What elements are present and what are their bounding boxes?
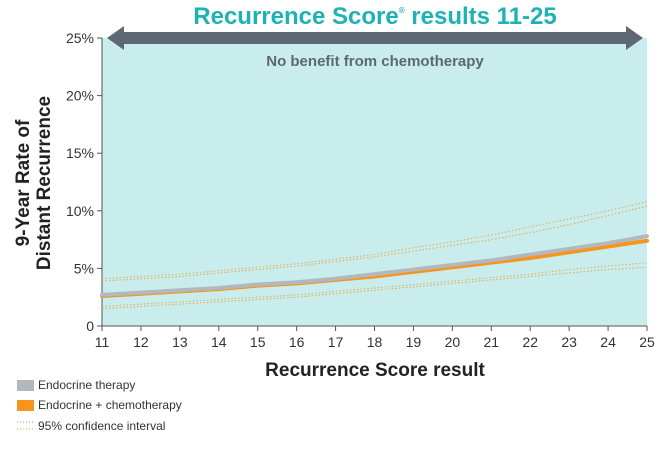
series-line-ci xyxy=(101,201,648,280)
x-tick-label: 17 xyxy=(328,334,344,350)
x-tick-label: 22 xyxy=(522,334,538,350)
x-tick-label: 24 xyxy=(600,334,616,350)
chart-title: Recurrence Score® results 11-25 xyxy=(193,3,556,30)
chart-title-registered-mark: ® xyxy=(399,6,405,15)
x-tick-label: 25 xyxy=(639,334,655,350)
x-tick-label: 20 xyxy=(445,334,461,350)
y-tick-label: 10% xyxy=(66,203,94,219)
y-tick-label: 0 xyxy=(86,318,94,334)
series-line-endocrine-therapy xyxy=(100,234,649,297)
legend-swatch-chemo xyxy=(17,400,34,411)
x-tick-label: 15 xyxy=(250,334,266,350)
series-line-ci xyxy=(101,205,648,282)
legend-label-chemo: Endocrine + chemotherapy xyxy=(38,398,182,412)
y-tick-label: 20% xyxy=(66,88,94,104)
x-tick-label: 12 xyxy=(133,334,149,350)
banner-arrow xyxy=(107,26,643,50)
x-tick-label: 23 xyxy=(561,334,577,350)
chart-title-main: Recurrence Score xyxy=(193,3,398,30)
y-tick-label: 5% xyxy=(74,260,94,276)
y-axis-title: 9-Year Rate of Distant Recurrence xyxy=(13,96,55,270)
chart-title-rest: results 11-25 xyxy=(405,3,557,30)
legend-swatch-endocrine xyxy=(17,380,34,391)
x-tick-label: 13 xyxy=(172,334,188,350)
x-tick-label: 21 xyxy=(483,334,499,350)
legend-label-endocrine: Endocrine therapy xyxy=(38,378,135,392)
banner-text: No benefit from chemotherapy xyxy=(266,53,484,70)
x-tick-label: 19 xyxy=(406,334,422,350)
x-tick-label: 16 xyxy=(289,334,305,350)
tick-group: 11 12 13 14 15 16 17 18 19 20 21 22 23 24 25 0 5% 10% 15% 2… xyxy=(66,30,655,350)
main-series-group xyxy=(100,234,649,299)
legend-label-ci: 95% confidence interval xyxy=(38,419,165,433)
legend: Endocrine therapy Endocrine + chemothera… xyxy=(17,378,182,433)
x-tick-label: 18 xyxy=(367,334,383,350)
y-tick-label: 25% xyxy=(66,30,94,46)
series-line-ci xyxy=(101,262,648,307)
banner-arrow-shaft xyxy=(122,32,627,44)
banner-arrow-left-head xyxy=(107,26,124,50)
plot-area xyxy=(102,38,647,326)
y-axis-title-line-1: 9-Year Rate of xyxy=(13,119,34,246)
banner-arrow-right-head xyxy=(626,26,643,50)
y-tick-label: 15% xyxy=(66,145,94,161)
x-tick-label: 14 xyxy=(211,334,227,350)
x-axis-title: Recurrence Score result xyxy=(265,360,485,381)
ci-series-group xyxy=(101,201,648,310)
series-line-ci xyxy=(101,266,648,310)
x-tick-label: 11 xyxy=(95,334,110,350)
y-axis-title-line-2: Distant Recurrence xyxy=(34,96,55,270)
